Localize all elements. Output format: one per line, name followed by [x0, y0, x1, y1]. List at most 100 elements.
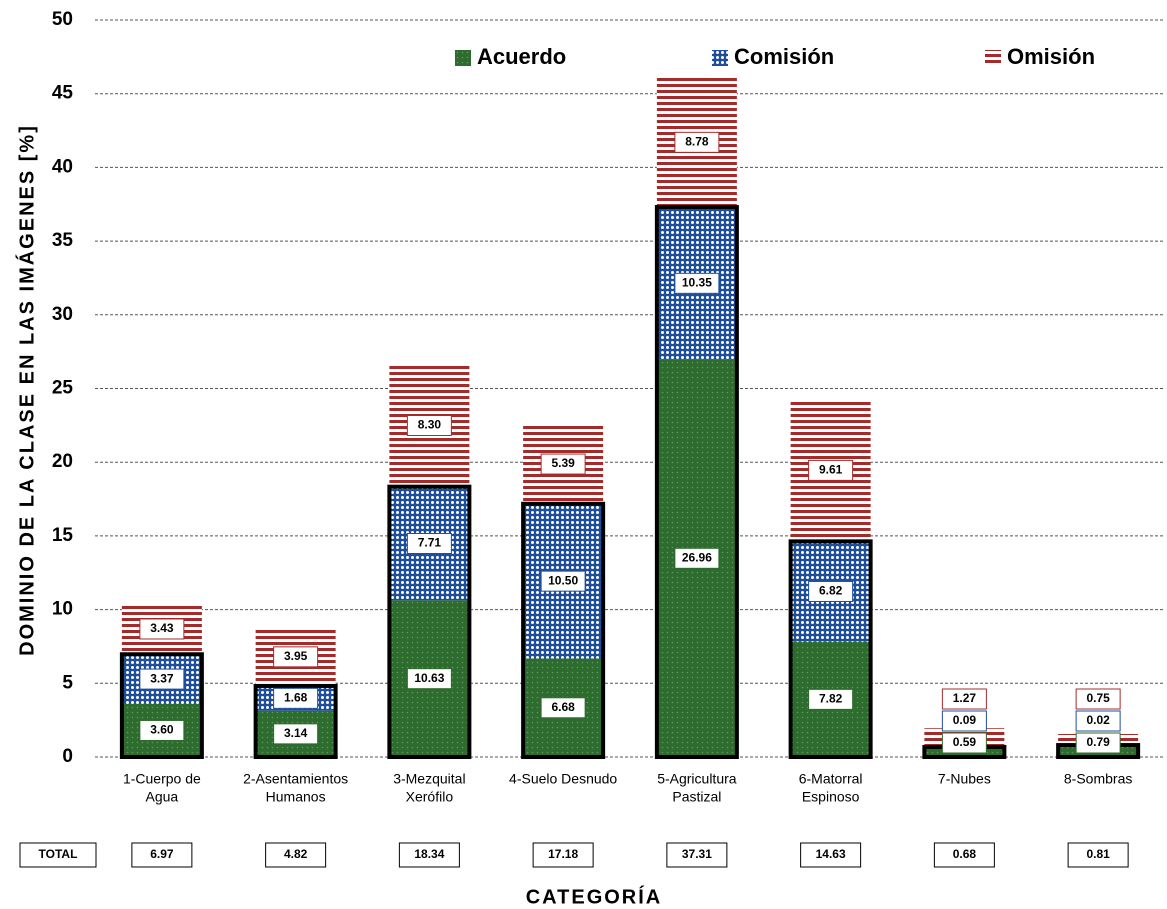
value-label-box — [406, 414, 452, 436]
value-label-box — [139, 719, 185, 741]
value-label: 3.60 — [150, 723, 174, 737]
total-box — [532, 842, 594, 868]
x-axis-label: CATEGORÍA — [526, 885, 663, 908]
value-label-box — [808, 459, 854, 481]
x-tick-label: Pastizal — [672, 789, 721, 805]
value-label-box — [808, 580, 854, 602]
value-label-box — [273, 687, 319, 709]
value-label-box — [941, 710, 987, 732]
value-label-box — [540, 453, 586, 475]
x-tick-label: 8-Sombras — [1064, 771, 1132, 787]
total-box — [265, 842, 327, 868]
value-label-box — [273, 723, 319, 745]
value-label-box — [1075, 732, 1121, 754]
y-axis-label: DOMINIO DE LA CLASE EN LAS IMÁGENES [%] — [15, 124, 38, 656]
x-tick-label: 3-Mezquital — [393, 771, 465, 787]
value-label-box — [808, 688, 854, 710]
value-label-box — [674, 272, 720, 294]
total-outline — [788, 539, 873, 760]
total-outline — [119, 652, 204, 760]
y-tick-label: 30 — [52, 304, 73, 325]
x-tick-label: 5-Agricultura — [657, 771, 737, 787]
value-label: 0.59 — [953, 735, 977, 749]
value-label-box — [674, 547, 720, 569]
total-value: 14.63 — [816, 847, 846, 861]
value-label-box — [406, 532, 452, 554]
value-label: 0.09 — [953, 713, 977, 727]
y-tick-label: 10 — [52, 599, 73, 620]
y-tick-label: 5 — [62, 672, 73, 693]
value-label-box — [139, 668, 185, 690]
value-label-box — [540, 570, 586, 592]
y-tick-label: 45 — [52, 83, 74, 104]
legend-label: Acuerdo — [477, 44, 566, 69]
x-tick-label: 7-Nubes — [938, 771, 991, 787]
total-value: 6.97 — [150, 847, 174, 861]
total-value: 18.34 — [414, 847, 444, 861]
value-label: 7.82 — [819, 692, 843, 706]
value-label-box — [273, 646, 319, 668]
value-label: 3.14 — [284, 726, 308, 740]
value-label: 0.79 — [1086, 735, 1110, 749]
value-label-box — [540, 697, 586, 719]
x-tick-label: Espinoso — [802, 789, 860, 805]
total-box — [800, 842, 862, 868]
x-tick-label: 2-Asentamientos — [243, 771, 348, 787]
total-outline — [387, 484, 472, 759]
value-label: 10.35 — [682, 276, 712, 290]
value-label: 3.43 — [150, 621, 174, 635]
totals-label-box — [19, 842, 97, 868]
value-label-box — [941, 732, 987, 754]
value-label: 8.30 — [418, 418, 442, 432]
y-tick-label: 20 — [52, 451, 73, 472]
total-value: 0.81 — [1086, 847, 1110, 861]
y-tick-label: 15 — [52, 525, 74, 546]
value-label-box — [139, 618, 185, 640]
total-box — [933, 842, 995, 868]
legend-label: Omisión — [1007, 44, 1095, 69]
value-label: 1.68 — [284, 691, 308, 705]
value-label: 26.96 — [682, 550, 712, 564]
total-value: 4.82 — [284, 847, 308, 861]
legend-swatch — [455, 50, 471, 66]
value-label-box — [1075, 710, 1121, 732]
y-tick-label: 50 — [52, 9, 73, 30]
value-label: 6.82 — [819, 584, 843, 598]
value-label: 5.39 — [551, 456, 575, 470]
total-value: 17.18 — [548, 847, 578, 861]
total-outline — [654, 205, 739, 759]
total-box — [666, 842, 728, 868]
y-tick-label: 40 — [52, 156, 73, 177]
x-tick-label: 6-Matorral — [799, 771, 863, 787]
value-label: 0.75 — [1086, 691, 1110, 705]
x-tick-label: Agua — [146, 789, 179, 805]
value-label: 10.50 — [548, 573, 578, 587]
total-box — [1067, 842, 1129, 868]
value-label: 0.02 — [1086, 713, 1110, 727]
total-box — [398, 842, 460, 868]
total-outline — [253, 683, 338, 759]
value-label: 9.61 — [819, 463, 843, 477]
value-label: 1.27 — [953, 691, 977, 705]
value-label-box — [1075, 688, 1121, 710]
total-value: 37.31 — [682, 847, 712, 861]
value-label-box — [941, 688, 987, 710]
value-label: 10.63 — [414, 671, 444, 685]
legend-swatch — [985, 50, 1001, 66]
value-label-box — [674, 131, 720, 153]
value-label: 3.95 — [284, 649, 308, 663]
y-tick-label: 25 — [52, 378, 74, 399]
x-tick-label: 4-Suelo Desnudo — [509, 771, 617, 787]
value-label: 8.78 — [685, 135, 709, 149]
x-tick-label: 1-Cuerpo de — [123, 771, 201, 787]
value-label-box — [406, 668, 452, 690]
value-label: 6.68 — [551, 700, 575, 714]
total-outline — [521, 501, 606, 760]
value-label: 7.71 — [418, 536, 442, 550]
value-label: 3.37 — [150, 671, 174, 685]
total-value: 0.68 — [953, 847, 977, 861]
y-tick-label: 35 — [52, 230, 74, 251]
y-tick-label: 0 — [62, 746, 73, 767]
totals-label: TOTAL — [39, 847, 78, 861]
